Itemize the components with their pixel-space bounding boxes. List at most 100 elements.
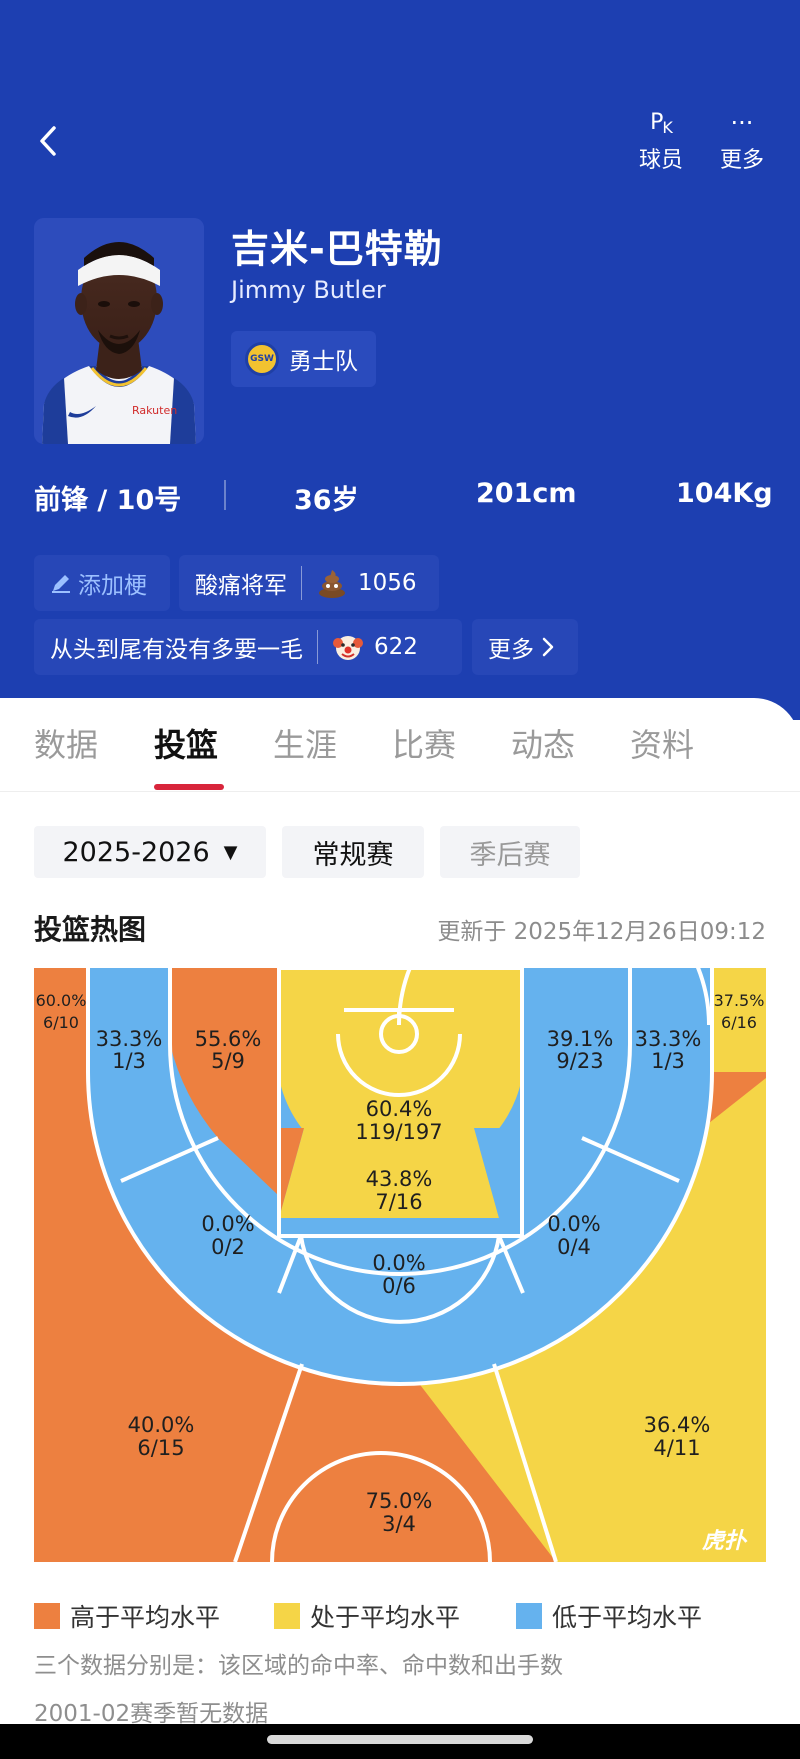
more-label: 更多 (719, 148, 764, 173)
right-wing-deep-made: 1/3 (651, 1049, 685, 1073)
jersey-sponsor-text: Rakuten (132, 404, 177, 417)
legend-above: 高于平均水平 (34, 1598, 220, 1634)
heatmap-updated-time: 更新于 2025年12月26日09:12 (437, 919, 766, 945)
pk-icon: PK (650, 110, 673, 137)
active-tab-indicator (154, 784, 224, 790)
tab-games[interactable]: 比赛 (392, 726, 457, 764)
legend-swatch-below (516, 1603, 542, 1629)
zone-restricted-area (279, 968, 522, 1178)
left-elbow-mid-made: 5/9 (211, 1049, 245, 1073)
tag-divider (317, 630, 318, 664)
position-number: 前锋 / 10号 (34, 485, 182, 516)
right-three-pct: 36.4% (644, 1413, 711, 1437)
legend-average-label: 处于平均水平 (310, 1603, 461, 1632)
top-key-mid-pct: 0.0% (372, 1251, 425, 1275)
player-header: PK 球员 ··· 更多 (0, 0, 800, 720)
heatmap-legend: 高于平均水平 处于平均水平 低于平均水平 (34, 1598, 766, 1632)
team-logo-icon: GSW (245, 342, 279, 376)
tab-bar: 数据 投篮 生涯 比赛 动态 资料 (0, 698, 800, 792)
content-card: 数据 投篮 生涯 比赛 动态 资料 2025-2026 ▼ 常规赛 季后赛 投篮… (0, 698, 800, 1759)
meme-tag-1[interactable]: 酸痛将军 1056 (179, 555, 439, 611)
tag-divider (301, 566, 302, 600)
right-three-made: 4/11 (653, 1436, 700, 1460)
team-name: 勇士队 (289, 349, 358, 375)
tab-career[interactable]: 生涯 (273, 726, 338, 764)
no-data-note: 2001-02赛季暂无数据 (34, 1701, 269, 1727)
more-tags-button[interactable]: 更多 (472, 619, 578, 675)
player-name-en: Jimmy Butler (231, 276, 386, 304)
player-weight: 104Kg (676, 478, 773, 509)
poop-emoji-icon (316, 567, 348, 599)
legend-below-label: 低于平均水平 (552, 1603, 703, 1632)
hoop-icon (336, 1008, 462, 1097)
player-info-row: 前锋 / 10号 36岁 201cm 104Kg (34, 470, 773, 520)
meme-tag-2[interactable]: 从头到尾有没有多要一毛 622 (34, 619, 462, 675)
paint-left-edge (279, 1128, 304, 1218)
pk-player-button[interactable]: PK 球员 (626, 106, 696, 174)
paint-right-edge (474, 1128, 522, 1218)
more-button[interactable]: ··· 更多 (707, 106, 777, 174)
meme-tag-2-count: 622 (374, 634, 418, 660)
regular-season-button[interactable]: 常规赛 (282, 826, 424, 878)
left-three-pct: 40.0% (128, 1413, 195, 1437)
zone-left-corner-three (34, 968, 88, 1072)
tab-data[interactable]: 数据 (34, 726, 99, 764)
top-three-made: 3/4 (382, 1512, 416, 1536)
zone-top-three (235, 1364, 556, 1562)
more-dots-icon: ··· (730, 109, 754, 137)
add-meme-button[interactable]: 添加梗 (34, 555, 170, 611)
pencil-icon (52, 575, 70, 593)
right-wing-mid-pct: 0.0% (547, 1212, 600, 1236)
hupu-watermark: 虎扑 (702, 1529, 748, 1554)
season-value: 2025-2026 (62, 836, 210, 868)
meme-tag-2-text: 从头到尾有没有多要一毛 (50, 637, 303, 663)
add-meme-label: 添加梗 (78, 573, 147, 599)
left-wing-mid-made: 0/2 (211, 1235, 245, 1259)
right-wing-mid-made: 0/4 (557, 1235, 591, 1259)
court-svg: 60.0% 6/10 37.5% 6/16 33.3% 1/3 55.6% 5/… (34, 968, 766, 1562)
heatmap-title: 投篮热图 (34, 913, 147, 946)
left-three-made: 6/15 (137, 1436, 184, 1460)
chevron-right-icon (542, 637, 554, 657)
pk-label: 球员 (638, 148, 683, 173)
right-elbow-mid-pct: 39.1% (547, 1027, 614, 1051)
right-elbow-mid-made: 9/23 (556, 1049, 603, 1073)
legend-swatch-above (34, 1603, 60, 1629)
clown-emoji-icon (332, 631, 364, 663)
left-corner-three-made: 6/10 (43, 1013, 79, 1032)
left-corner-three-pct: 60.0% (36, 991, 87, 1010)
tab-profile[interactable]: 资料 (630, 726, 695, 764)
legend-below: 低于平均水平 (516, 1598, 702, 1634)
info-divider (224, 480, 226, 510)
more-tags-label: 更多 (488, 637, 534, 663)
player-portrait-image: Rakuten (34, 218, 204, 444)
right-wing-deep-pct: 33.3% (635, 1027, 702, 1051)
restricted-area-made: 119/197 (355, 1120, 442, 1144)
chevron-left-icon (40, 126, 56, 156)
restricted-area-pct: 60.4% (366, 1097, 433, 1121)
player-height: 201cm (476, 478, 577, 509)
zone-right-corner-three (712, 968, 766, 1072)
tab-news[interactable]: 动态 (511, 726, 576, 764)
season-select[interactable]: 2025-2026 ▼ (34, 826, 266, 878)
court-lines (86, 968, 714, 1562)
legend-above-label: 高于平均水平 (70, 1603, 221, 1632)
left-wing-deep-made: 1/3 (112, 1049, 146, 1073)
paint-made: 7/16 (375, 1190, 422, 1214)
back-button[interactable] (34, 118, 68, 164)
tab-shooting[interactable]: 投篮 (154, 726, 219, 764)
home-indicator[interactable] (267, 1735, 533, 1744)
player-age: 36岁 (294, 485, 359, 516)
top-key-mid-made: 0/6 (382, 1274, 416, 1298)
left-wing-mid-pct: 0.0% (201, 1212, 254, 1236)
player-name-cn: 吉米-巴特勒 (231, 227, 443, 271)
team-chip[interactable]: GSW 勇士队 (231, 331, 376, 387)
right-corner-three-pct: 37.5% (714, 991, 765, 1010)
caret-down-icon: ▼ (223, 841, 238, 863)
legend-swatch-average (274, 1603, 300, 1629)
shot-heatmap-court: 60.0% 6/10 37.5% 6/16 33.3% 1/3 55.6% 5/… (34, 968, 766, 1562)
right-corner-three-made: 6/16 (721, 1013, 757, 1032)
heatmap-explanation: 三个数据分别是：该区域的命中率、命中数和出手数 (34, 1653, 563, 1679)
playoffs-button[interactable]: 季后赛 (440, 826, 580, 878)
zone-labels: 60.0% 6/10 37.5% 6/16 33.3% 1/3 55.6% 5/… (36, 991, 765, 1554)
